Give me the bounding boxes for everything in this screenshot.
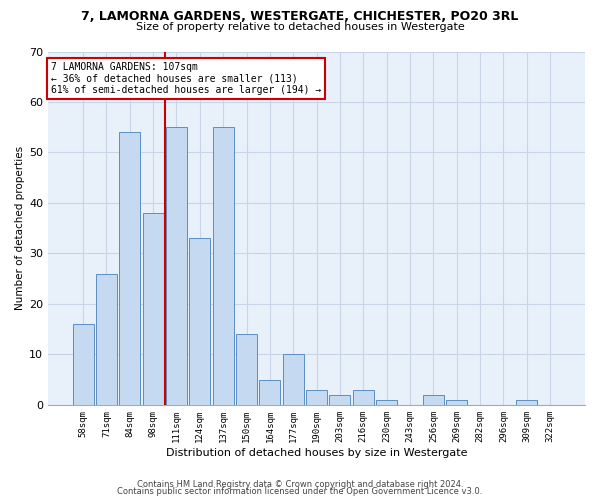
X-axis label: Distribution of detached houses by size in Westergate: Distribution of detached houses by size … (166, 448, 467, 458)
Bar (143, 213, 164, 405)
Bar (236, 334, 257, 405)
Text: Contains public sector information licensed under the Open Government Licence v3: Contains public sector information licen… (118, 487, 482, 496)
Y-axis label: Number of detached properties: Number of detached properties (15, 146, 25, 310)
Bar (306, 390, 327, 405)
Text: 7 LAMORNA GARDENS: 107sqm
← 36% of detached houses are smaller (113)
61% of semi: 7 LAMORNA GARDENS: 107sqm ← 36% of detac… (51, 62, 321, 96)
Bar (119, 132, 140, 405)
Bar (190, 238, 211, 405)
Bar (96, 274, 117, 405)
Bar (212, 127, 233, 405)
Text: Contains HM Land Registry data © Crown copyright and database right 2024.: Contains HM Land Registry data © Crown c… (137, 480, 463, 489)
Text: 7, LAMORNA GARDENS, WESTERGATE, CHICHESTER, PO20 3RL: 7, LAMORNA GARDENS, WESTERGATE, CHICHEST… (82, 10, 518, 23)
Bar (516, 400, 537, 405)
Text: Size of property relative to detached houses in Westergate: Size of property relative to detached ho… (136, 22, 464, 32)
Bar (259, 380, 280, 405)
Bar (446, 400, 467, 405)
Bar (329, 394, 350, 405)
Bar (73, 324, 94, 405)
Bar (353, 390, 374, 405)
Bar (423, 394, 444, 405)
Bar (166, 127, 187, 405)
Bar (283, 354, 304, 405)
Bar (376, 400, 397, 405)
